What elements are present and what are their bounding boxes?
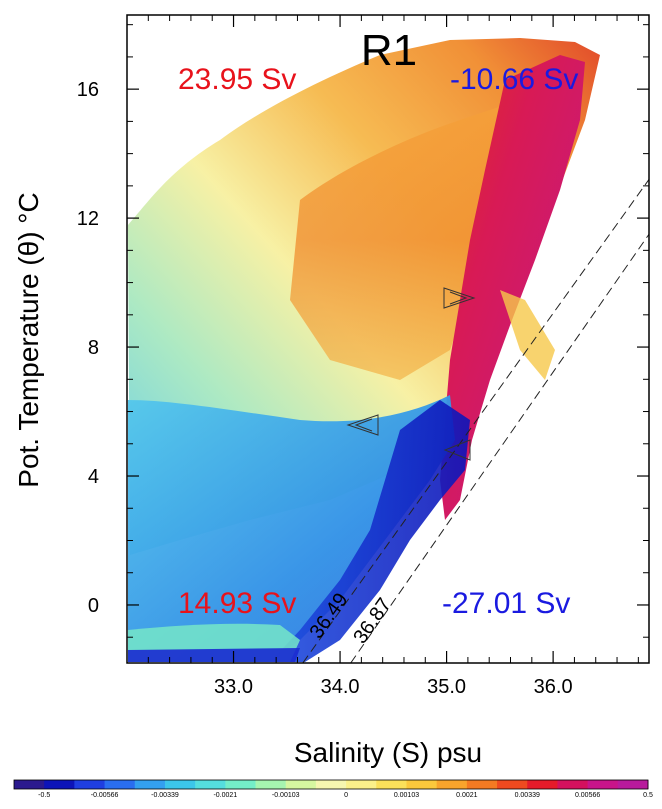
colorbar-swatch (74, 780, 106, 789)
colorbar-label: -0.00103 (272, 792, 300, 799)
colorbar-swatch (44, 780, 75, 789)
colorbar-swatch (587, 780, 619, 789)
colorbar-swatch (164, 780, 196, 789)
colorbar-swatch (557, 780, 589, 789)
density-field (128, 38, 600, 662)
colorbar-label: 0 (344, 792, 348, 799)
colorbar-label: -0.0021 (213, 792, 237, 799)
ts-outlier-streak (500, 290, 555, 380)
colorbar-swatch (255, 780, 287, 789)
colorbar-swatch (225, 780, 257, 789)
chart-title: R1 (361, 26, 417, 75)
arrow-left-icon (346, 414, 379, 436)
colorbar-label: -0.00566 (91, 792, 119, 799)
colorbar-swatch (406, 780, 438, 789)
x-axis-title: Salinity (S) psu (294, 737, 482, 768)
ts-cloud-deep-water (270, 400, 470, 662)
colorbar-swatch (134, 780, 166, 789)
colorbar-swatch (617, 780, 649, 789)
colorbar-swatch (436, 780, 468, 789)
ts-cloud-deep-bottom (128, 648, 300, 662)
x-tick-label: 33.0 (214, 676, 253, 698)
colorbar-swatch (497, 780, 528, 789)
y-axis: 0 4 8 12 16 (77, 24, 649, 638)
y-tick-label: 8 (88, 337, 99, 359)
transport-top-right: -10.66 Sv (450, 63, 578, 96)
density-contour-line (302, 179, 649, 663)
colorbar-label: 0.00566 (575, 792, 600, 799)
colorbar-swatch (285, 780, 317, 789)
x-axis: 33.0 34.0 35.0 36.0 (147, 15, 639, 698)
plot-frame (126, 14, 650, 664)
colorbar-frame (13, 779, 649, 790)
y-axis-title: Pot. Temperature (θ) °C (13, 192, 44, 487)
colorbar-swatch (104, 780, 136, 789)
arrow-left-small-icon (443, 439, 471, 461)
colorbar-label: 0.00103 (394, 792, 419, 799)
colorbar-swatch (315, 780, 347, 789)
colorbar-swatch (346, 780, 377, 789)
arrow-right-icon (443, 287, 476, 309)
colorbar-swatch (376, 780, 407, 789)
transport-top-left: 23.95 Sv (178, 63, 296, 96)
x-tick-label: 36.0 (534, 676, 573, 698)
ts-cloud-saline-branch (440, 55, 585, 520)
y-tick-label: 12 (77, 208, 99, 230)
colorbar-label: 0.0021 (456, 792, 478, 799)
ts-cloud-cold-fresh (128, 395, 455, 662)
x-tick-label: 34.0 (321, 676, 360, 698)
density-contour-line (350, 233, 649, 663)
colorbar-label: -0.00339 (151, 792, 179, 799)
colorbar-label: 0.5 (643, 792, 653, 799)
colorbar-swatch (14, 780, 45, 789)
y-tick-label: 4 (88, 466, 99, 488)
y-tick-label: 16 (77, 79, 99, 101)
transport-arrows (346, 287, 476, 461)
y-tick-label: 0 (88, 595, 99, 617)
colorbar-label: -0.5 (38, 792, 50, 799)
colorbar: -0.5 -0.00566 -0.00339 -0.0021 -0.00103 0 0.00… (13, 779, 653, 799)
colorbar-swatch (195, 780, 226, 789)
colorbar-swatch (466, 780, 498, 789)
transport-bottom-right: -27.01 Sv (442, 587, 570, 620)
colorbar-swatch (527, 780, 558, 789)
transport-bottom-left: 14.93 Sv (178, 587, 296, 620)
colorbar-label: 0.00339 (515, 792, 540, 799)
x-tick-label: 35.0 (427, 676, 466, 698)
